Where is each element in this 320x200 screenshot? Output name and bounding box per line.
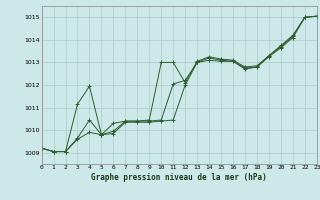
X-axis label: Graphe pression niveau de la mer (hPa): Graphe pression niveau de la mer (hPa)	[91, 173, 267, 182]
